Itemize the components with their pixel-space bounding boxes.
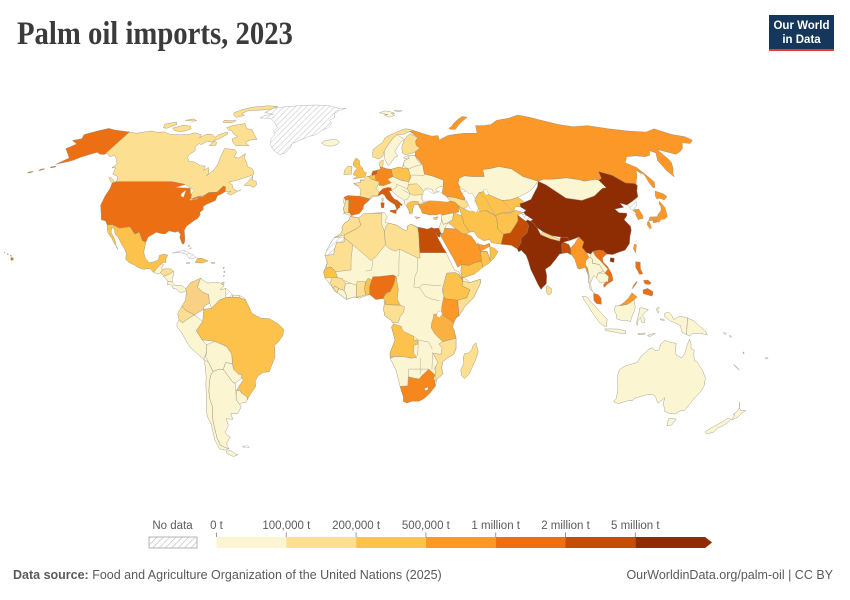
svg-text:5 million t: 5 million t — [611, 520, 660, 532]
svg-text:100,000 t: 100,000 t — [262, 520, 311, 532]
svg-text:500,000 t: 500,000 t — [402, 520, 451, 532]
svg-text:2 million t: 2 million t — [541, 520, 590, 532]
svg-text:No data: No data — [152, 520, 193, 532]
svg-text:0 t: 0 t — [210, 520, 224, 532]
svg-text:200,000 t: 200,000 t — [332, 520, 381, 532]
svg-text:1 million t: 1 million t — [471, 520, 520, 532]
